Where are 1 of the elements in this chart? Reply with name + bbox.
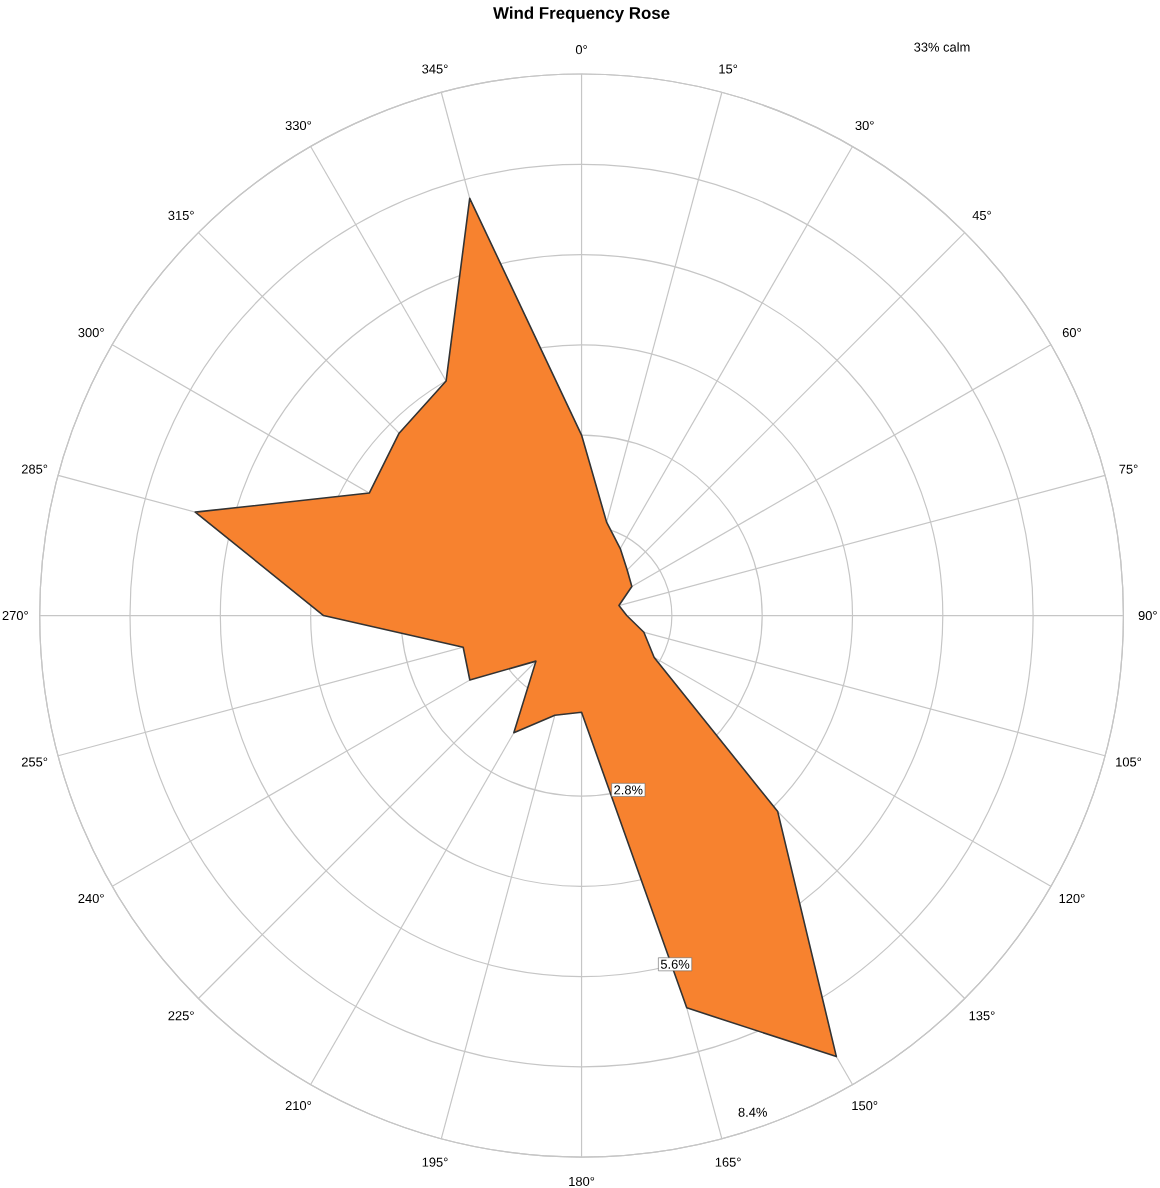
chart-title: Wind Frequency Rose: [493, 6, 670, 23]
